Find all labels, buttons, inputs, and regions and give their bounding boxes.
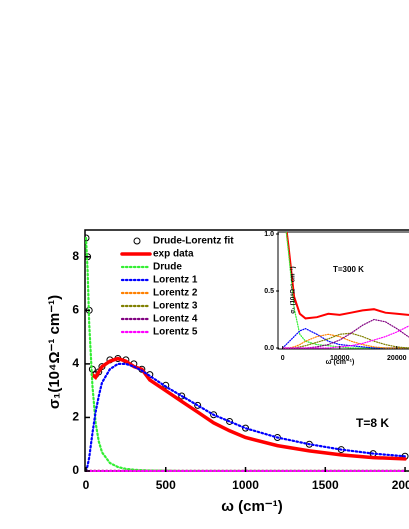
x-tick-label: 1000 bbox=[232, 478, 259, 492]
y-tick-label: 0.5 bbox=[264, 288, 274, 295]
plot-area bbox=[85, 234, 409, 472]
data-marker bbox=[242, 424, 250, 432]
inset-x-axis-label: ω (cm⁻¹) bbox=[326, 359, 355, 366]
y-tick-label: 1.0 bbox=[264, 231, 274, 238]
x-tick-label: 20000 bbox=[387, 355, 407, 362]
plot-area bbox=[282, 232, 409, 349]
data-marker bbox=[178, 392, 186, 400]
legend-label: Lorentz 1 bbox=[153, 275, 198, 286]
legend-label: Drude-Lorentz fit bbox=[153, 236, 234, 247]
x-tick-label: 1500 bbox=[312, 478, 339, 492]
y-tick-label: 2 bbox=[72, 410, 79, 424]
y-axis-label: σ₁(10⁴Ω⁻¹ cm⁻¹) bbox=[46, 295, 63, 409]
inset-annotation: T=300 K bbox=[333, 265, 364, 274]
y-tick-label: 6 bbox=[72, 303, 79, 317]
x-axis-label: ω (cm⁻¹) bbox=[221, 498, 282, 515]
legend-label: Lorentz 3 bbox=[153, 301, 198, 312]
model-line bbox=[282, 333, 409, 349]
data-marker bbox=[226, 417, 234, 425]
annotation: T=8 K bbox=[356, 416, 389, 430]
data-line bbox=[285, 232, 409, 320]
data-marker bbox=[194, 401, 202, 409]
y-tick-label: 4 bbox=[72, 356, 79, 370]
x-tick-label: 500 bbox=[156, 478, 176, 492]
legend-label: Drude bbox=[153, 262, 182, 273]
legend-label: Lorentz 2 bbox=[153, 288, 198, 299]
legend-marker bbox=[133, 237, 141, 245]
plot-frame bbox=[277, 231, 409, 350]
inset-y-axis-label: σ₁ (10⁴Ω⁻¹ cm⁻¹) bbox=[290, 266, 297, 313]
x-tick-label: 10000 bbox=[330, 355, 350, 362]
legend-label: Lorentz 4 bbox=[153, 314, 198, 325]
x-tick-label: 0 bbox=[281, 355, 285, 362]
x-tick-label: 0 bbox=[83, 478, 90, 492]
model-line bbox=[282, 327, 409, 349]
y-tick-label: 0.0 bbox=[264, 345, 274, 352]
model-line bbox=[282, 325, 409, 349]
data-marker bbox=[210, 411, 218, 419]
model-line bbox=[282, 332, 409, 349]
legend-label: Lorentz 5 bbox=[153, 327, 198, 338]
y-tick-label: 0 bbox=[72, 463, 79, 477]
model-line bbox=[85, 362, 407, 472]
model-line bbox=[282, 318, 409, 349]
y-tick-label: 8 bbox=[72, 249, 79, 263]
legend-label: exp data bbox=[153, 249, 194, 260]
data-line bbox=[90, 356, 407, 461]
x-tick-label: 2000 bbox=[392, 478, 409, 492]
